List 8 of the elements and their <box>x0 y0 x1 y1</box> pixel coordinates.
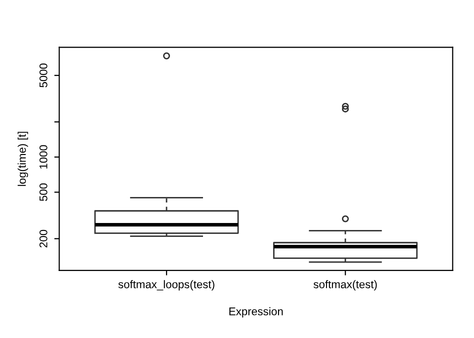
x-tick-label: softmax(test) <box>314 280 377 290</box>
y-axis-title: log(time) [t] <box>18 132 28 186</box>
y-tick-label: 1000 <box>39 145 48 169</box>
x-axis-title: Expression <box>229 307 283 318</box>
x-tick-label: softmax_loops(test) <box>118 280 214 290</box>
y-tick-label: 200 <box>39 230 48 248</box>
y-tick-label: 5000 <box>39 63 48 88</box>
y-tick-label: 500 <box>39 183 48 202</box>
